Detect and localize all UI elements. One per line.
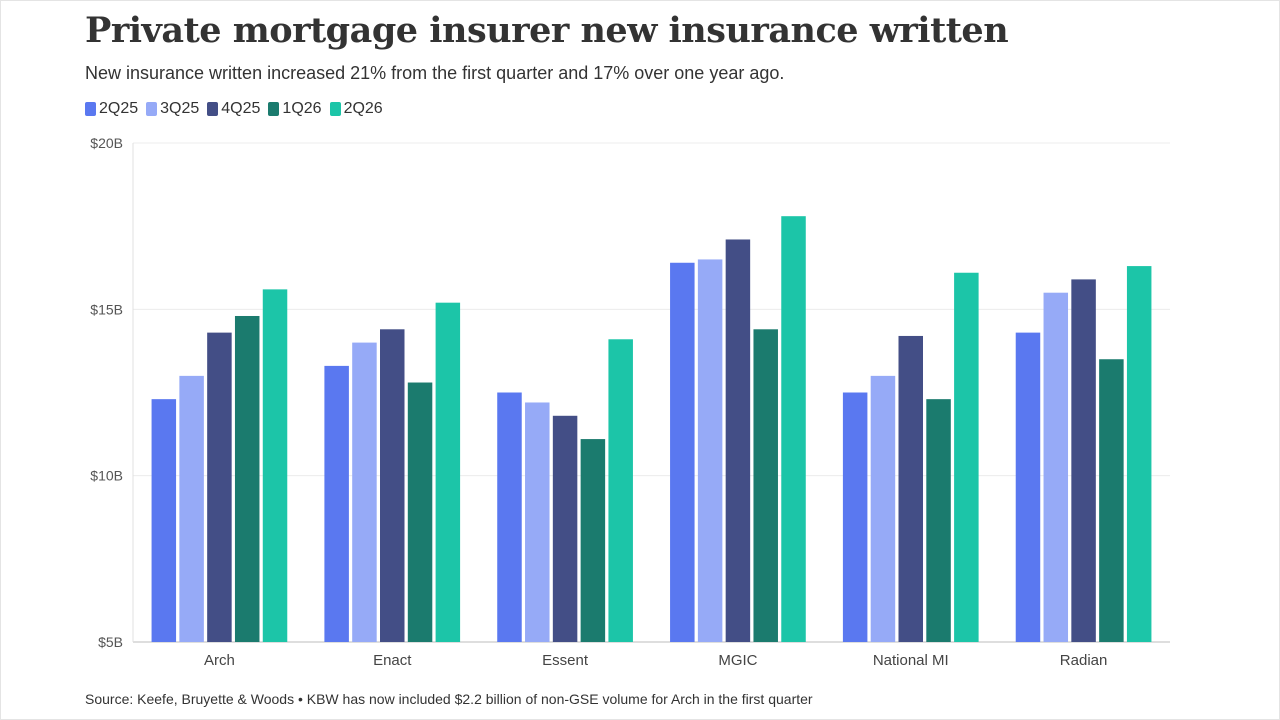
bar-4q25	[552, 415, 578, 642]
bar-2q25	[1015, 332, 1041, 642]
bar-1q26	[926, 399, 951, 642]
bar-3q25	[697, 259, 723, 642]
y-tick-label: $15B	[90, 301, 123, 317]
x-tick-label: Essent	[542, 652, 589, 669]
legend-label: 2Q25	[99, 100, 139, 117]
legend-swatch	[85, 102, 96, 116]
legend-label: 3Q25	[160, 100, 200, 117]
bar-1q26	[753, 329, 778, 642]
legend-item-3q25: 3Q25	[146, 100, 199, 118]
bar-2q26	[608, 339, 633, 642]
bar-2q25	[151, 399, 177, 642]
chart-title: Private mortgage insurer new insurance w…	[85, 10, 1009, 51]
x-tick-label: Enact	[373, 652, 412, 669]
chart-source-note: Source: Keefe, Bruyette & Woods • KBW ha…	[85, 691, 813, 707]
legend-item-2q26: 2Q26	[329, 100, 383, 118]
bar-3q25	[352, 342, 377, 642]
bar-2q25	[670, 262, 695, 642]
bar-2q26	[781, 216, 806, 643]
y-tick-label: $10B	[90, 468, 123, 484]
bar-3q25	[870, 375, 896, 642]
x-tick-label: MGIC	[718, 652, 757, 669]
y-tick-label: $5B	[98, 634, 123, 650]
bar-4q25	[207, 332, 232, 642]
bar-2q26	[954, 272, 979, 642]
bar-1q26	[407, 382, 433, 642]
bar-1q26	[580, 439, 606, 642]
x-tick-label: Radian	[1060, 652, 1108, 669]
bar-2q25	[497, 392, 522, 642]
legend-item-4q25: 4Q25	[207, 100, 260, 118]
bar-2q26	[262, 289, 288, 642]
legend-item-1q26: 1Q26	[268, 100, 322, 118]
legend-swatch	[146, 102, 158, 116]
bar-4q25	[725, 239, 751, 642]
chart-legend: 2Q25 3Q25 4Q25 1Q26 2Q26	[85, 100, 383, 118]
x-tick-label: Arch	[204, 652, 235, 669]
bar-4q25	[898, 335, 923, 642]
bar-2q26	[1126, 266, 1152, 642]
y-tick-label: $20B	[90, 135, 123, 151]
bar-3q25	[179, 375, 204, 642]
bar-2q25	[324, 365, 349, 642]
bar-2q25	[842, 392, 868, 642]
legend-label: 1Q26	[282, 100, 322, 117]
legend-swatch	[207, 102, 219, 116]
legend-label: 2Q26	[343, 100, 383, 117]
bar-1q26	[234, 315, 260, 642]
bar-4q25	[1071, 279, 1096, 642]
bar-1q26	[1099, 359, 1124, 642]
legend-swatch	[268, 102, 280, 116]
bar-3q25	[1043, 292, 1069, 642]
chart-subtitle: New insurance written increased 21% from…	[85, 63, 785, 83]
x-tick-label: National MI	[873, 652, 949, 669]
bar-3q25	[525, 402, 550, 642]
legend-item-2q25: 2Q25	[85, 100, 138, 118]
bar-2q26	[435, 302, 461, 642]
legend-swatch	[329, 102, 341, 116]
bar-4q25	[380, 329, 405, 642]
legend-label: 4Q25	[221, 100, 261, 117]
